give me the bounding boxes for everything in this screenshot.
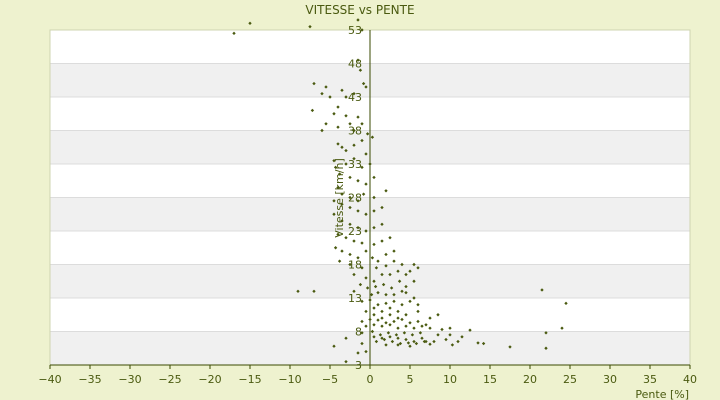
x-tick-labels: −40 −35 −30 −25 −20 −15 −10 −5 0 5 10 15 20 25 30 35 40 — [38, 365, 697, 386]
y-tick-label: 23 — [348, 225, 362, 238]
x-tick-label: 30 — [603, 373, 617, 386]
x-tick-label: 20 — [523, 373, 537, 386]
x-tick-label: 0 — [367, 373, 374, 386]
x-tick-label: −5 — [322, 373, 338, 386]
y-tick-label: 28 — [348, 192, 362, 205]
data-point — [324, 85, 328, 89]
y-tick-label: 43 — [348, 91, 362, 104]
x-tick-label: 10 — [443, 373, 457, 386]
x-tick-label: −10 — [278, 373, 301, 386]
y-axis-label: Vitesse [km/h] — [333, 158, 346, 238]
x-tick-label: −40 — [38, 373, 61, 386]
data-point — [232, 31, 236, 36]
x-tick-label: 40 — [683, 373, 697, 386]
data-point — [364, 85, 368, 89]
y-tick-label: 48 — [348, 58, 362, 71]
data-point — [328, 95, 332, 99]
y-tick-label: 8 — [355, 326, 362, 339]
x-tick-label: −15 — [238, 373, 261, 386]
data-point — [356, 115, 360, 119]
y-tick-label: 3 — [355, 359, 362, 372]
data-point — [310, 108, 315, 113]
y-tick-label: 33 — [348, 158, 362, 171]
x-tick-label: −30 — [118, 373, 141, 386]
data-point — [332, 112, 336, 116]
data-point — [370, 135, 375, 139]
data-point — [361, 81, 366, 86]
x-tick-label: 25 — [563, 373, 577, 386]
data-point — [356, 58, 360, 62]
y-tick-label: 38 — [348, 125, 362, 138]
data-point — [248, 21, 252, 25]
data-point — [312, 81, 316, 86]
y-tick-label: 53 — [348, 24, 362, 37]
x-axis-label: Pente [%] — [635, 388, 689, 400]
y-tick-label: 18 — [348, 259, 362, 272]
data-point — [344, 95, 348, 99]
data-point — [356, 18, 360, 22]
data-point — [544, 346, 548, 350]
x-tick-label: 5 — [407, 373, 414, 386]
x-tick-label: −25 — [158, 373, 181, 386]
data-point — [308, 24, 312, 29]
y-tick-label: 13 — [348, 292, 362, 305]
chart-title: VITESSE vs PENTE — [305, 3, 414, 17]
x-tick-label: 35 — [643, 373, 657, 386]
x-tick-label: −20 — [198, 373, 221, 386]
x-tick-label: −35 — [78, 373, 101, 386]
x-tick-label: 15 — [483, 373, 497, 386]
data-point — [358, 68, 363, 72]
